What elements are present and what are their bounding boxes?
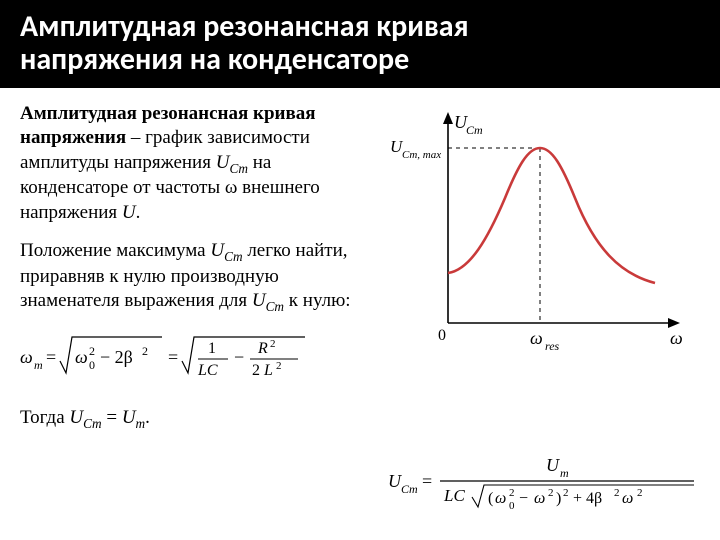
svg-text:ω: ω <box>495 490 506 507</box>
svg-text:(: ( <box>488 490 493 507</box>
final-dot: . <box>145 407 150 428</box>
svg-text:2: 2 <box>548 487 554 499</box>
svg-text:ω: ω <box>75 347 88 367</box>
svg-text:1: 1 <box>208 340 216 357</box>
content: Амплитудная резонансная кривая напряжени… <box>0 88 720 446</box>
svg-text:+ 4β: + 4β <box>573 490 602 507</box>
svg-text:2: 2 <box>637 487 643 499</box>
svg-text:ω: ω <box>20 347 33 367</box>
svg-text:−: − <box>519 490 528 507</box>
svg-text:L: L <box>263 362 273 379</box>
final-line: Тогда UCm = Um. <box>20 406 372 432</box>
p2-c: к нулю: <box>284 290 351 311</box>
p1-var: U <box>216 152 230 173</box>
svg-text:m: m <box>560 466 569 480</box>
svg-text:0: 0 <box>438 327 446 344</box>
final-asub: Cm <box>83 416 101 431</box>
p2-a: Положение максимума <box>20 240 210 261</box>
slide-header: Амплитудная резонансная кривая напряжени… <box>0 0 720 88</box>
slide-title: Амплитудная резонансная кривая напряжени… <box>20 10 700 76</box>
resonance-chart: U Cm U Cm, max 0 ω res ω <box>390 108 690 368</box>
final-b: U <box>122 407 136 428</box>
final-eq: = <box>102 407 122 428</box>
svg-text:U: U <box>388 471 402 491</box>
p2-var2: U <box>252 290 266 311</box>
x-res-label: ω <box>530 328 543 348</box>
svg-text:U: U <box>546 455 560 475</box>
final-bsub: m <box>136 416 146 431</box>
svg-text:LC: LC <box>197 362 218 379</box>
svg-text:0: 0 <box>509 500 515 512</box>
p2-sub2: Cm <box>266 299 284 314</box>
final-a: U <box>69 407 83 428</box>
svg-text:ω: ω <box>622 490 633 507</box>
p2-sub: Cm <box>224 249 242 264</box>
formula-omega: ω m = ω 2 0 − 2β 2 = 1 LC <box>20 329 372 392</box>
svg-text:2: 2 <box>563 487 569 499</box>
svg-text:=: = <box>168 347 178 367</box>
svg-text:res: res <box>545 339 560 353</box>
svg-text:R: R <box>257 340 268 357</box>
paragraph-1: Амплитудная резонансная кривая напряжени… <box>20 102 372 225</box>
svg-text:LC: LC <box>443 486 465 505</box>
title-line-2: напряжения на конденсаторе <box>20 41 409 78</box>
svg-text:− 2β: − 2β <box>100 347 133 367</box>
svg-text:Cm: Cm <box>466 123 483 137</box>
final-pre: Тогда <box>20 407 69 428</box>
p1-var2: U <box>122 202 136 223</box>
svg-text:Cm: Cm <box>401 482 418 496</box>
svg-text:m: m <box>34 358 43 372</box>
svg-text:ω: ω <box>534 490 545 507</box>
p1-end: . <box>136 202 141 223</box>
title-line-1: Амплитудная резонансная кривая <box>20 8 469 45</box>
paragraph-2: Положение максимума UCm легко найти, при… <box>20 239 372 315</box>
svg-text:=: = <box>46 347 56 367</box>
x-axis-label: ω <box>670 328 683 348</box>
svg-text:2: 2 <box>509 487 515 499</box>
svg-text:2: 2 <box>614 487 620 499</box>
svg-text:2: 2 <box>89 344 95 358</box>
left-column: Амплитудная резонансная кривая напряжени… <box>20 102 372 446</box>
svg-text:0: 0 <box>89 358 95 372</box>
p1-sub: Cm <box>229 160 247 175</box>
p2-var: U <box>210 240 224 261</box>
svg-text:=: = <box>422 471 432 491</box>
svg-text:2: 2 <box>276 360 282 372</box>
svg-text:2: 2 <box>252 362 260 379</box>
svg-text:): ) <box>556 490 561 507</box>
right-column: U Cm U Cm, max 0 ω res ω <box>390 102 700 446</box>
svg-text:−: − <box>234 347 244 367</box>
svg-text:2: 2 <box>142 344 148 358</box>
svg-text:2: 2 <box>270 338 276 350</box>
formula-ucm: U Cm = U m LC ( ω 2 0 − ω 2 ) 2 + 4β 2 ω… <box>388 451 698 520</box>
svg-text:Cm, max: Cm, max <box>402 149 441 161</box>
